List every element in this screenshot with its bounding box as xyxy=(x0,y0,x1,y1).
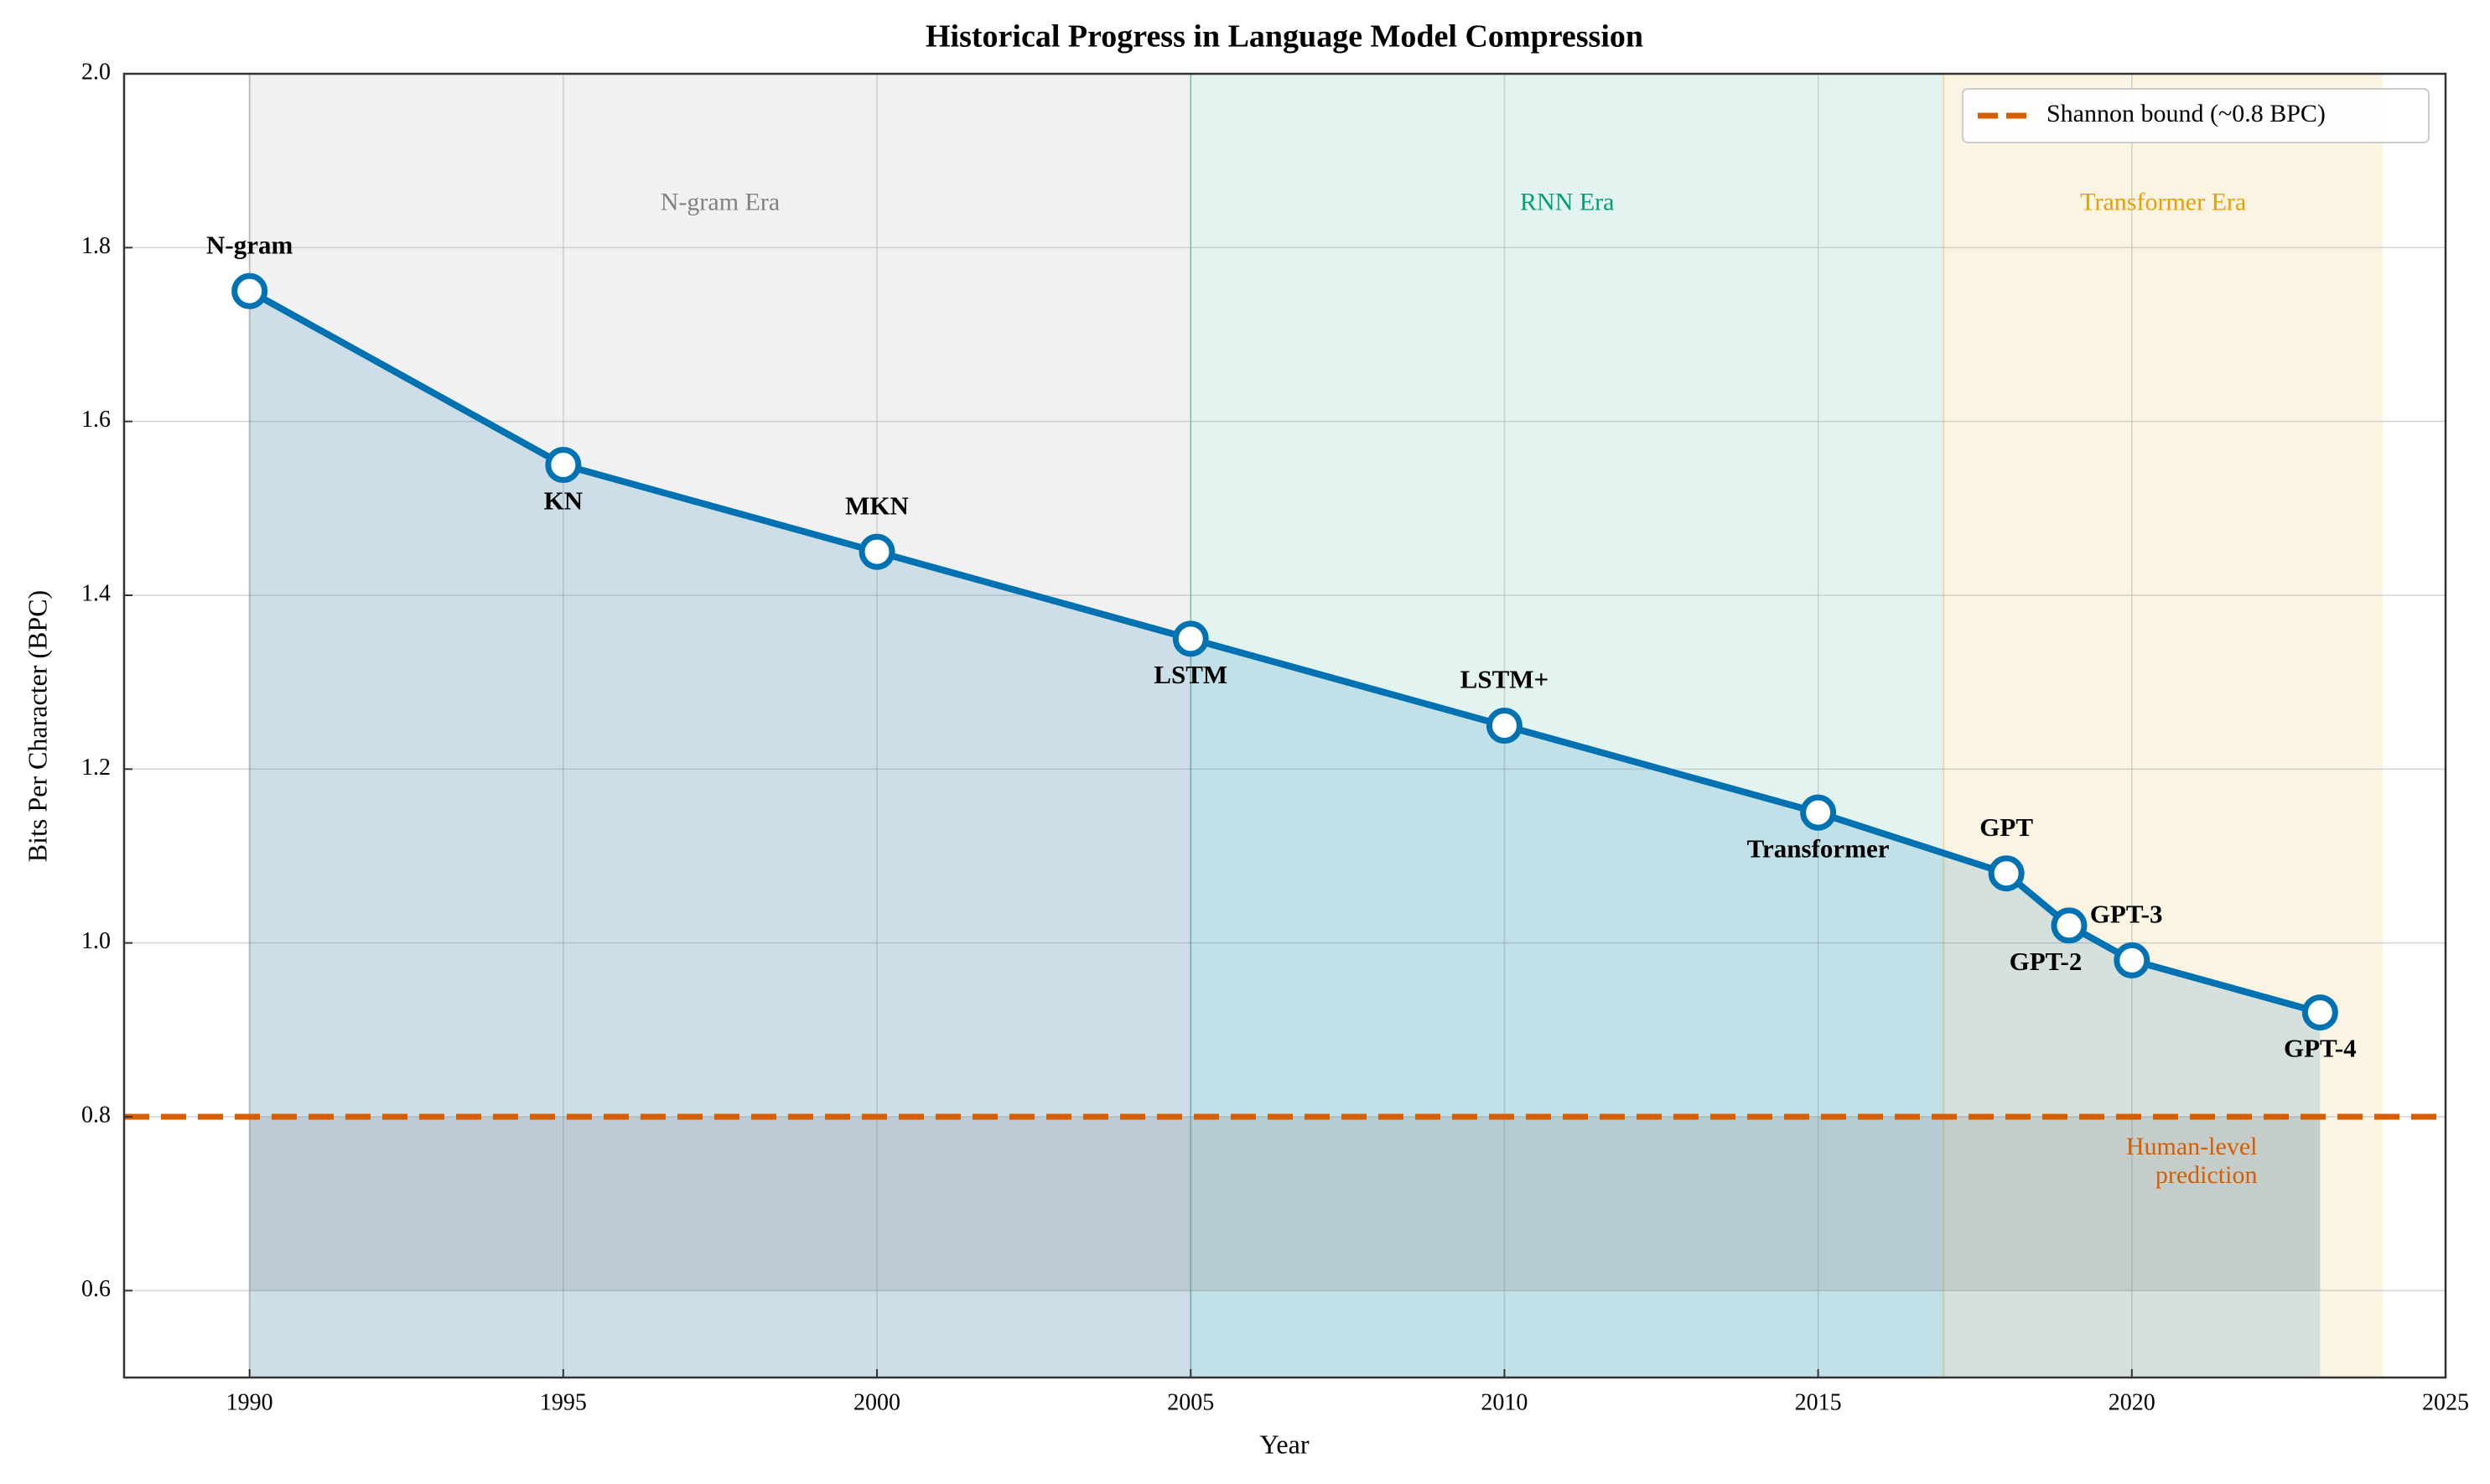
point-label: LSTM+ xyxy=(1460,665,1549,694)
x-tick-label: 2020 xyxy=(2109,1389,2155,1415)
era-band xyxy=(1943,74,2384,1378)
point-label: GPT-2 xyxy=(2010,947,2083,976)
data-point xyxy=(2051,907,2088,944)
point-label: GPT-4 xyxy=(2284,1034,2357,1063)
era-label: N-gram Era xyxy=(661,188,780,215)
point-label: N-gram xyxy=(206,230,293,259)
point-label: Transformer xyxy=(1747,833,1890,863)
y-axis-label: Bits Per Character (BPC) xyxy=(22,590,52,862)
x-tick-label: 2005 xyxy=(1167,1389,1214,1415)
x-tick-label: 2000 xyxy=(853,1389,900,1415)
y-tick-label: 1.0 xyxy=(81,928,111,954)
x-tick-label: 2015 xyxy=(1795,1389,1842,1415)
era-label: Transformer Era xyxy=(2080,188,2246,215)
data-point xyxy=(1172,620,1209,657)
data-point xyxy=(2301,994,2338,1031)
point-label: LSTM xyxy=(1154,660,1227,689)
y-tick-label: 0.6 xyxy=(81,1276,111,1302)
legend-box xyxy=(1962,88,2430,143)
x-tick-label: 2025 xyxy=(2422,1389,2469,1415)
annotation: Human-level xyxy=(2126,1133,2258,1160)
area-fill xyxy=(249,291,2321,1378)
y-tick-label: 2.0 xyxy=(81,59,111,85)
y-tick-label: 1.4 xyxy=(81,580,111,606)
era-band xyxy=(249,74,1191,1378)
human-band xyxy=(249,1117,2321,1291)
x-tick-label: 1995 xyxy=(540,1389,587,1415)
data-point xyxy=(231,272,268,309)
era-label: RNN Era xyxy=(1520,188,1614,215)
plot-frame xyxy=(122,72,2447,1379)
point-label: GPT xyxy=(1979,812,2033,842)
y-tick-label: 1.2 xyxy=(81,755,111,781)
data-point xyxy=(545,447,582,483)
data-point xyxy=(1486,708,1523,744)
point-label: GPT-3 xyxy=(2090,900,2163,929)
data-point xyxy=(859,533,895,570)
x-tick-label: 2010 xyxy=(1481,1389,1528,1415)
x-tick-label: 1990 xyxy=(226,1389,273,1415)
point-label: MKN xyxy=(845,490,909,520)
annotation: prediction xyxy=(2155,1161,2258,1189)
y-tick-label: 1.6 xyxy=(81,407,111,433)
y-tick-label: 0.8 xyxy=(81,1102,111,1128)
x-axis-label: Year xyxy=(1260,1429,1310,1459)
y-tick-label: 1.8 xyxy=(81,233,111,259)
chart-title: Historical Progress in Language Model Co… xyxy=(926,19,1643,54)
data-point xyxy=(1800,794,1837,831)
point-label: KN xyxy=(544,486,584,516)
data-point xyxy=(2114,942,2150,978)
data-point xyxy=(1988,855,2025,892)
data-line xyxy=(247,288,2321,1016)
legend-label: Shannon bound (~0.8 BPC) xyxy=(2046,100,2326,127)
